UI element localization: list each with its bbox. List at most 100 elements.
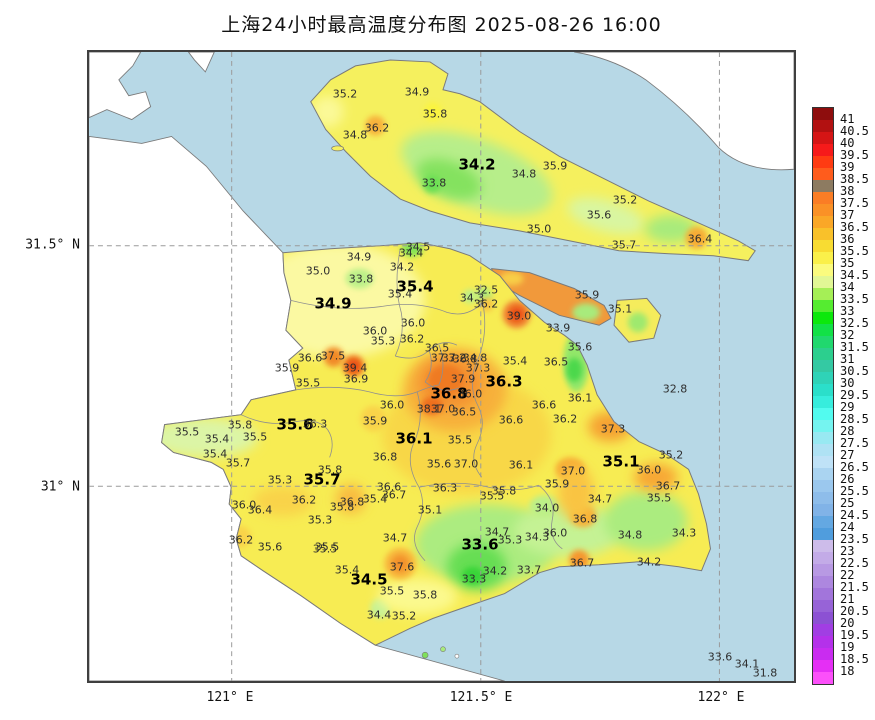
temp-label: 35.8 (329, 500, 355, 514)
temp-label: 34.5 (405, 240, 431, 254)
colorbar-tick-label: 40.5 (840, 124, 869, 138)
temp-label: 35.9 (544, 477, 570, 491)
temp-label: 33.8 (421, 176, 447, 190)
colorbar-segment (813, 120, 833, 132)
temp-label: 35.7 (225, 456, 251, 470)
temp-label: 35.3 (307, 513, 333, 527)
colorbar-tick-label: 27.5 (840, 436, 869, 450)
district-mean-temp-label: 34.9 (314, 294, 352, 313)
temp-label: 39.0 (506, 309, 532, 323)
temp-label: 36.2 (552, 412, 578, 426)
temp-label: 35.5 (314, 540, 340, 554)
colorbar-segment (813, 600, 833, 612)
district-mean-temp-label: 35.1 (602, 452, 640, 471)
colorbar-tick-label: 27 (840, 448, 855, 462)
small-islet-west (331, 145, 344, 152)
temp-label: 38.1 (416, 402, 442, 416)
colorbar-segment (813, 312, 833, 324)
temp-label: 34.4 (398, 246, 424, 260)
temp-label: 35.9 (274, 361, 300, 375)
temp-label: 35.6 (257, 540, 283, 554)
temp-label: 34.3 (524, 530, 550, 544)
colorbar-segment (813, 360, 833, 372)
temp-label: 34.0 (534, 501, 560, 515)
temp-label: 36.0 (636, 463, 662, 477)
temp-label: 35.6 (586, 208, 612, 222)
x-tick-label: 121° E (206, 690, 254, 705)
temp-label: 35.2 (612, 193, 638, 207)
colorbar-segment (813, 492, 833, 504)
temp-label: 36.5 (543, 355, 569, 369)
colorbar-segment (813, 636, 833, 648)
temp-label: 34.2 (482, 564, 508, 578)
temp-label: 35.8 (491, 484, 517, 498)
colorbar-segment (813, 216, 833, 228)
temp-label: 36.2 (399, 332, 425, 346)
district-mean-temp-label: 36.1 (395, 429, 433, 448)
temp-label: 36.3 (302, 417, 328, 431)
colorbar-segment (813, 444, 833, 456)
temp-label: 35.3 (370, 334, 396, 348)
temp-label: 35.3 (497, 533, 523, 547)
temp-label: 36.8 (339, 495, 365, 509)
mainland-outline (161, 242, 711, 646)
temp-label: 34.7 (484, 525, 510, 539)
colorbar-tick-label: 36 (840, 232, 855, 246)
temp-label: 35.5 (174, 425, 200, 439)
temp-label: 36.6 (498, 413, 524, 427)
colorbar-tick-label: 37.5 (840, 196, 869, 210)
temp-label: 36.1 (508, 458, 534, 472)
colorbar-tick-label: 33 (840, 304, 855, 318)
north-bank-wedge (187, 52, 215, 73)
colorbar-tick-label: 21 (840, 592, 855, 606)
temp-label: 34.7 (587, 492, 613, 506)
temp-label: 34.9 (404, 85, 430, 99)
temp-label: 35.5 (312, 542, 338, 556)
colorbar-segment (813, 516, 833, 528)
temp-label: 35.4 (362, 492, 388, 506)
temp-label: 35.8 (412, 588, 438, 602)
district-mean-temp-label: 35.7 (303, 470, 341, 489)
district-mean-temp-label: 34.5 (350, 570, 388, 589)
northwest-corner-land (89, 52, 152, 121)
temp-label: 36.8 (452, 352, 478, 366)
map-plot: 35.2 34.9 35.8 36.2 34.8 34.2 34.8 35.9 33.8 35.2… (87, 50, 796, 683)
colorbar-tick-label: 19.5 (840, 628, 869, 642)
temp-label: 37.2 (441, 351, 467, 365)
temp-label: 32.5 (473, 283, 499, 297)
temp-label: 34.8 (462, 351, 488, 365)
colorbar-segment (813, 624, 833, 636)
colorbar-tick-label: 32.5 (840, 316, 869, 330)
temp-label: 35.2 (658, 448, 684, 462)
colorbar-tick-label: 23 (840, 544, 855, 558)
hengsha-island-outline (613, 297, 662, 343)
colorbar-tick-label: 39 (840, 160, 855, 174)
colorbar-segment (813, 480, 833, 492)
temp-label: 37.9 (450, 372, 476, 386)
colorbar-tick-label: 20 (840, 616, 855, 630)
temp-label: 36.2 (228, 533, 254, 547)
colorbar-segment (813, 648, 833, 660)
temp-label: 36.5 (424, 341, 450, 355)
temp-label: 35.7 (611, 238, 637, 252)
colorbar-segment (813, 672, 833, 684)
temp-label: 35.1 (607, 302, 633, 316)
temp-label: 36.0 (379, 398, 405, 412)
temp-label: 36.8 (572, 512, 598, 526)
colorbar-tick-label: 18.5 (840, 652, 869, 666)
temp-label: 34.2 (389, 260, 415, 274)
colorbar-tick-label: 34 (840, 280, 855, 294)
bay-islet (440, 646, 446, 652)
temp-label: 36.9 (343, 372, 369, 386)
colorbar-segment (813, 396, 833, 408)
temp-label: 37.0 (453, 457, 479, 471)
x-tick-label: 121.5° E (449, 690, 513, 705)
shanghai-map-svg (89, 52, 794, 681)
district-mean-temp-label: 34.2 (458, 155, 496, 174)
colorbar-tick-label: 28.5 (840, 412, 869, 426)
colorbar-tick-label: 21.5 (840, 580, 869, 594)
temp-label: 35.4 (334, 563, 360, 577)
temp-label: 35.6 (567, 340, 593, 354)
temp-label: 35.4 (387, 287, 413, 301)
colorbar-segment (813, 180, 833, 192)
